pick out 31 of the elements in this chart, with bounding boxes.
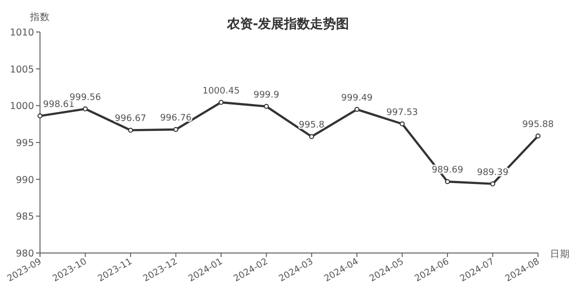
point — [38, 113, 42, 118]
y-tick-label: 990 — [16, 174, 34, 186]
data-label: 999.49 — [341, 93, 373, 104]
data-label: 998.61 — [43, 100, 74, 110]
point — [309, 134, 314, 140]
point — [173, 127, 178, 132]
point — [218, 100, 224, 105]
y-tick-label: 980 — [16, 248, 34, 260]
data-label: 996.76 — [160, 114, 192, 124]
y-tick-label: 1000 — [10, 101, 34, 112]
y-tick-label: 995 — [16, 138, 34, 149]
data-label: 999.9 — [253, 90, 280, 100]
y-tick-label: 1005 — [10, 64, 34, 76]
data-label: 995.88 — [522, 120, 554, 130]
data-label: 997.53 — [386, 108, 418, 118]
point — [354, 106, 360, 112]
point — [490, 181, 496, 186]
data-label: 1000.45 — [202, 86, 240, 96]
point — [82, 106, 88, 112]
y-axis-title: 指数 — [29, 11, 50, 23]
data-label: 995.8 — [298, 120, 325, 131]
data-label: 996.67 — [114, 114, 146, 124]
point — [400, 121, 405, 126]
y-tick-label: 1010 — [10, 28, 34, 38]
title: 农资-发展指数走势图 — [226, 17, 350, 32]
point — [536, 134, 540, 139]
point — [264, 104, 269, 109]
point — [128, 128, 134, 133]
y-tick-label: 985 — [16, 212, 34, 223]
x-axis-title: 日期 — [550, 248, 570, 260]
point — [444, 179, 450, 184]
